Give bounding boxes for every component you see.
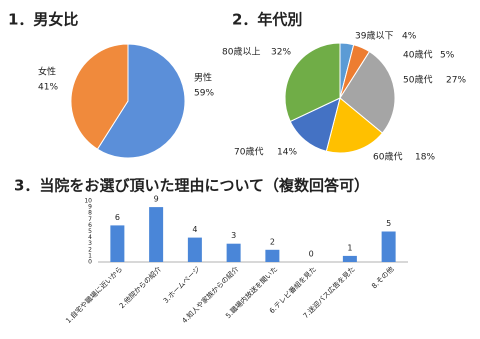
value-label: 1 [347, 243, 352, 252]
y-tick-label: 8 [88, 210, 92, 217]
bar [381, 231, 396, 262]
bar [342, 255, 357, 262]
slice-value-label: 18% [415, 153, 435, 163]
pie-slice [284, 42, 341, 123]
value-label: 0 [309, 250, 314, 259]
pie-slice [325, 97, 384, 154]
slice-value-label: 5% [440, 51, 455, 61]
y-tick-label: 4 [88, 234, 92, 241]
slice-label: 女性 [38, 66, 56, 78]
value-label: 6 [115, 213, 120, 222]
value-label: 2 [270, 237, 275, 246]
pie-slice [96, 43, 186, 159]
bar [187, 237, 202, 262]
value-label: 9 [154, 195, 159, 204]
slice-label: 60歳代 [373, 151, 402, 163]
chart-title: 1．男女比 [8, 11, 78, 29]
slice-value-label: 27% [446, 76, 466, 86]
pie-slice [339, 50, 396, 134]
bar [110, 225, 125, 262]
slice-value-label: 32% [271, 48, 291, 58]
slice-label: 39歳以下 [355, 30, 393, 42]
y-tick-label: 2 [88, 246, 92, 253]
value-label: 5 [386, 219, 391, 228]
bar [226, 243, 241, 262]
chart-title: 2．年代別 [232, 11, 302, 29]
slice-value-label: 4% [402, 32, 417, 42]
value-label: 4 [192, 225, 197, 234]
pie-slice [70, 43, 129, 150]
y-tick-label: 5 [88, 228, 92, 235]
chart-title: 3．当院をお選び頂いた理由について（複数回答可） [14, 177, 369, 195]
slice-label: 70歳代 [234, 146, 263, 158]
bar [149, 207, 164, 262]
slice-value-label: 14% [277, 148, 297, 158]
bar [265, 249, 280, 262]
y-tick-label: 7 [88, 216, 92, 223]
slice-label: 80歳以上 [222, 46, 260, 58]
y-tick-label: 9 [88, 204, 92, 211]
slice-value-label: 41% [38, 83, 58, 93]
y-tick-label: 1 [88, 252, 92, 259]
slice-value-label: 59% [194, 89, 214, 99]
y-tick-label: 3 [88, 240, 92, 247]
slice-label: 50歳代 [403, 74, 432, 86]
y-tick-label: 10 [84, 198, 92, 205]
value-label: 3 [231, 231, 236, 240]
y-tick-label: 6 [88, 222, 92, 229]
y-tick-label: 0 [88, 259, 92, 266]
slice-label: 男性 [194, 72, 212, 84]
slice-label: 40歳代 [403, 49, 432, 61]
